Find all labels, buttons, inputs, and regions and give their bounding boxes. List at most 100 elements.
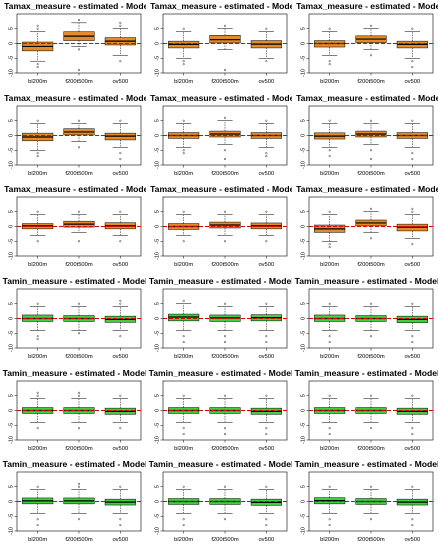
outlier-point xyxy=(411,341,414,344)
box-bl200m xyxy=(22,119,54,157)
x-tick-label: f200t500m xyxy=(211,79,239,85)
outlier-point xyxy=(36,518,39,521)
y-tick-label: 5 xyxy=(301,302,307,305)
y-tick-label: 0 xyxy=(301,317,307,320)
outlier-point xyxy=(77,211,80,214)
box-bl200m xyxy=(168,299,200,344)
y-tick-label: -10 xyxy=(155,436,161,444)
outlier-point xyxy=(223,432,226,435)
outlier-point xyxy=(223,518,226,521)
x-tick-label: bl200m xyxy=(174,171,193,177)
outlier-point xyxy=(328,518,331,521)
y-tick-label: 5 xyxy=(9,302,15,305)
box-ov500 xyxy=(250,211,282,243)
y-tick-label: 0 xyxy=(155,500,161,503)
panel-title: Tamax_measure - estimated - Model 1 xyxy=(4,1,146,11)
outlier-point xyxy=(328,246,331,249)
x-tick-label: ov500 xyxy=(404,354,420,360)
outlier-point xyxy=(77,391,80,394)
y-tick-label: -10 xyxy=(301,344,307,352)
y-tick-label: 0 xyxy=(155,317,161,320)
outlier-point xyxy=(36,24,39,27)
outlier-point xyxy=(265,119,268,122)
outlier-point xyxy=(182,119,185,122)
outlier-point xyxy=(369,119,372,122)
box-ov500 xyxy=(396,208,428,246)
x-tick-label: ov500 xyxy=(112,79,128,85)
outlier-point xyxy=(36,119,39,122)
x-tick-label: f200t500m xyxy=(357,262,385,268)
outlier-point xyxy=(223,240,226,243)
x-tick-label: f200t500m xyxy=(65,262,93,268)
outlier-point xyxy=(182,426,185,429)
y-tick-label: -10 xyxy=(301,436,307,444)
outlier-point xyxy=(223,486,226,489)
x-tick-label: f200t500m xyxy=(211,171,239,177)
outlier-point xyxy=(77,240,80,243)
box-bl200m xyxy=(168,27,200,66)
boxplot-svg: Tamax_measure - estimated - Model 8 -10 -5… xyxy=(150,184,292,268)
y-tick-label: -10 xyxy=(155,69,161,77)
panel-title: Tamin_measure - estimated - Model 16 xyxy=(3,459,146,469)
outlier-point xyxy=(411,27,414,30)
outlier-point xyxy=(265,394,268,397)
box-ov500 xyxy=(250,302,282,344)
y-tick-label: 0 xyxy=(9,134,15,137)
panel-title: Tamin_measure - estimated - Model 14 xyxy=(149,368,292,378)
y-tick-label: -10 xyxy=(155,161,161,169)
box-f200t500m xyxy=(209,394,241,435)
outlier-point xyxy=(369,24,372,27)
x-tick-label: bl200m xyxy=(320,262,339,268)
y-tick-label: 5 xyxy=(301,27,307,30)
panel-title: Tamin_measure - estimated - Model 17 xyxy=(149,459,292,469)
outlier-point xyxy=(223,157,226,160)
outlier-point xyxy=(36,63,39,66)
outlier-point xyxy=(182,211,185,214)
outlier-point xyxy=(119,24,122,27)
x-tick-label: f200t500m xyxy=(357,354,385,360)
panel-title: Tamax_measure - estimated - Model 3 xyxy=(296,1,438,11)
y-tick-label: -5 xyxy=(155,514,161,519)
x-tick-label: bl200m xyxy=(174,354,193,360)
outlier-point xyxy=(411,518,414,521)
box-ov500 xyxy=(104,394,136,429)
y-tick-label: 5 xyxy=(155,302,161,305)
y-tick-label: 0 xyxy=(155,409,161,412)
boxplot-svg: Tamax_measure - estimated - Model 3 -10 -5… xyxy=(296,1,438,85)
outlier-point xyxy=(265,151,268,154)
outlier-point xyxy=(36,391,39,394)
y-tick-label: -5 xyxy=(9,331,15,336)
x-tick-label: bl200m xyxy=(320,537,339,543)
y-tick-label: 0 xyxy=(9,225,15,228)
y-tick-label: -5 xyxy=(9,514,15,519)
outlier-point xyxy=(223,116,226,119)
x-tick-label: f200t500m xyxy=(211,537,239,543)
outlier-point xyxy=(369,426,372,429)
y-tick-label: 0 xyxy=(155,225,161,228)
x-tick-label: bl200m xyxy=(28,446,47,452)
y-tick-label: -5 xyxy=(301,331,307,336)
box-ov500 xyxy=(104,21,136,63)
box-ov500 xyxy=(104,119,136,160)
outlier-point xyxy=(411,119,414,122)
boxplot-svg: Tamax_measure - estimated - Model 5 -10 -5… xyxy=(150,93,292,177)
boxplot-panel: Tamin_measure - estimated - Model 18 -10 -… xyxy=(292,458,438,550)
x-tick-label: bl200m xyxy=(320,354,339,360)
outlier-point xyxy=(36,151,39,154)
x-tick-label: ov500 xyxy=(258,537,274,543)
boxplot-svg: Tamin_measure - estimated - Model 14 -10 -… xyxy=(149,368,292,452)
y-tick-label: -10 xyxy=(9,344,15,352)
y-tick-label: 0 xyxy=(155,134,161,137)
panel-title: Tamax_measure - estimated - Model 5 xyxy=(150,93,292,103)
y-tick-label: 0 xyxy=(301,134,307,137)
outlier-point xyxy=(182,63,185,66)
outlier-point xyxy=(411,211,414,214)
outlier-point xyxy=(119,426,122,429)
outlier-point xyxy=(119,299,122,302)
boxplot-svg: Tamax_measure - estimated - Model 9 -10 -5… xyxy=(296,184,438,268)
outlier-point xyxy=(223,69,226,72)
outlier-point xyxy=(328,63,331,66)
outlier-point xyxy=(369,302,372,305)
box-f200t500m xyxy=(63,483,95,521)
